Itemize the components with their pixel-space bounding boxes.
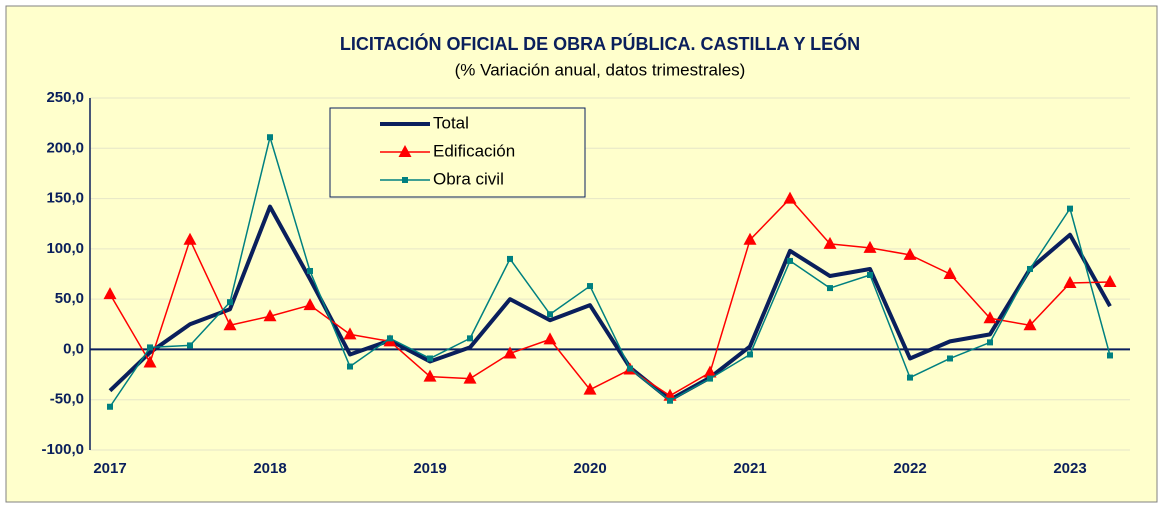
data-point (507, 255, 513, 262)
data-point (583, 382, 597, 395)
legend-label: Total (433, 113, 469, 132)
data-point (147, 344, 153, 351)
y-tick-label: 0,0 (63, 340, 84, 357)
data-point (463, 371, 477, 384)
x-tick-label: 2021 (733, 460, 766, 477)
legend-marker (398, 145, 412, 157)
data-point (503, 346, 517, 359)
data-point (787, 257, 793, 264)
legend (329, 107, 586, 198)
x-tick-label: 2019 (413, 460, 446, 477)
data-point (983, 311, 997, 324)
data-point (943, 267, 957, 279)
data-point (587, 283, 593, 290)
data-point (947, 355, 953, 362)
data-point (627, 365, 633, 372)
data-point (547, 311, 553, 318)
data-point (183, 232, 197, 245)
y-tick-label: -100,0 (41, 441, 84, 458)
data-point (1027, 265, 1033, 272)
legend-label: Edificación (433, 141, 515, 160)
data-point (747, 351, 753, 358)
x-tick-label: 2020 (573, 460, 606, 477)
data-point (267, 134, 273, 141)
data-point (307, 267, 313, 274)
data-point (1067, 205, 1073, 212)
series-line (109, 136, 1111, 408)
data-point (467, 335, 473, 342)
chart-area (5, 5, 1158, 503)
x-tick-label: 2023 (1053, 460, 1086, 477)
data-point (343, 327, 357, 340)
x-tick-label: 2017 (93, 460, 126, 477)
chart-title: LICITACIÓN OFICIAL DE OBRA PÚBLICA. CAST… (340, 33, 860, 54)
data-point (263, 309, 277, 322)
y-tick-label: 250,0 (46, 89, 84, 106)
data-point (103, 287, 117, 300)
data-point (303, 298, 317, 311)
y-tick-label: -50,0 (50, 391, 84, 408)
series-line (109, 197, 1111, 397)
data-point (143, 355, 157, 368)
data-point (227, 299, 233, 306)
data-point (387, 335, 393, 342)
x-tick-label: 2022 (893, 460, 926, 477)
data-point (707, 375, 713, 382)
data-point (1023, 318, 1037, 331)
data-point (423, 369, 437, 382)
data-point (987, 339, 993, 346)
data-point (347, 363, 353, 370)
x-tick-label: 2018 (253, 460, 286, 477)
data-point (907, 374, 913, 381)
data-point (107, 403, 113, 410)
data-point (743, 232, 757, 245)
legend-marker (402, 177, 408, 183)
data-point (1103, 275, 1117, 288)
data-point (823, 236, 837, 249)
series-line (108, 204, 1112, 402)
data-point (903, 247, 917, 260)
data-point (827, 285, 833, 292)
y-tick-label: 50,0 (55, 290, 84, 307)
data-point (1107, 352, 1113, 359)
data-point (1063, 276, 1077, 289)
data-point (703, 365, 717, 378)
y-tick-label: 200,0 (46, 139, 84, 156)
chart-subtitle: (% Variación anual, datos trimestrales) (455, 60, 746, 79)
data-point (863, 240, 877, 253)
data-point (187, 342, 193, 349)
y-tick-label: 100,0 (46, 240, 84, 257)
data-point (223, 318, 237, 331)
data-point (543, 332, 557, 345)
data-point (867, 272, 873, 279)
data-point (783, 191, 797, 204)
legend-label: Obra civil (433, 169, 504, 188)
y-tick-label: 150,0 (46, 190, 84, 207)
data-point (667, 397, 673, 404)
data-point (427, 355, 433, 362)
